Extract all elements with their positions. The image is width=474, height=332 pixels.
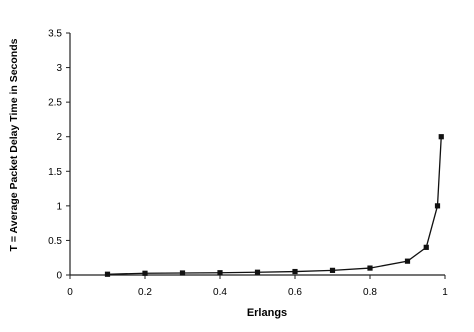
y-tick-label: 2 bbox=[56, 132, 62, 143]
data-point-marker bbox=[179, 270, 186, 276]
data-point-marker bbox=[423, 244, 429, 250]
y-axis-label: T = Average Packet Delay Time in Seconds bbox=[8, 38, 20, 251]
data-point-marker bbox=[104, 271, 111, 277]
data-point-marker bbox=[329, 267, 336, 273]
x-tick-label: 0.6 bbox=[288, 287, 302, 298]
data-point-marker bbox=[217, 270, 223, 276]
y-tick-label: 0.5 bbox=[48, 236, 62, 247]
x-tick-label: 0 bbox=[67, 287, 73, 298]
x-tick-label: 0.4 bbox=[213, 287, 227, 298]
x-tick-label: 1 bbox=[442, 287, 448, 298]
series-line bbox=[107, 136, 442, 275]
data-point-marker bbox=[434, 203, 441, 209]
plot-area bbox=[104, 134, 444, 277]
data-point-marker bbox=[254, 269, 261, 275]
axes bbox=[69, 33, 445, 276]
x-axis-label: Erlangs bbox=[247, 307, 287, 319]
data-point-marker bbox=[142, 270, 148, 276]
data-point-marker bbox=[438, 134, 444, 140]
tick-marks: 0 0.2 0.4 0.6 0.8 1 0 0.5 1 1.5 2 2.5 3 3.5 bbox=[48, 29, 448, 299]
y-tick-label: 3.5 bbox=[48, 29, 62, 40]
y-tick-label: 2.5 bbox=[48, 98, 62, 109]
data-point-marker bbox=[292, 268, 298, 275]
y-tick-label: 1.5 bbox=[48, 167, 62, 178]
x-tick-label: 0.8 bbox=[363, 287, 377, 298]
data-point-marker bbox=[367, 265, 373, 271]
y-tick-label: 0 bbox=[56, 271, 62, 282]
y-tick-label: 1 bbox=[56, 201, 62, 212]
y-tick-label: 3 bbox=[56, 63, 62, 74]
data-point-marker bbox=[404, 258, 411, 264]
x-tick-label: 0.2 bbox=[138, 287, 152, 298]
